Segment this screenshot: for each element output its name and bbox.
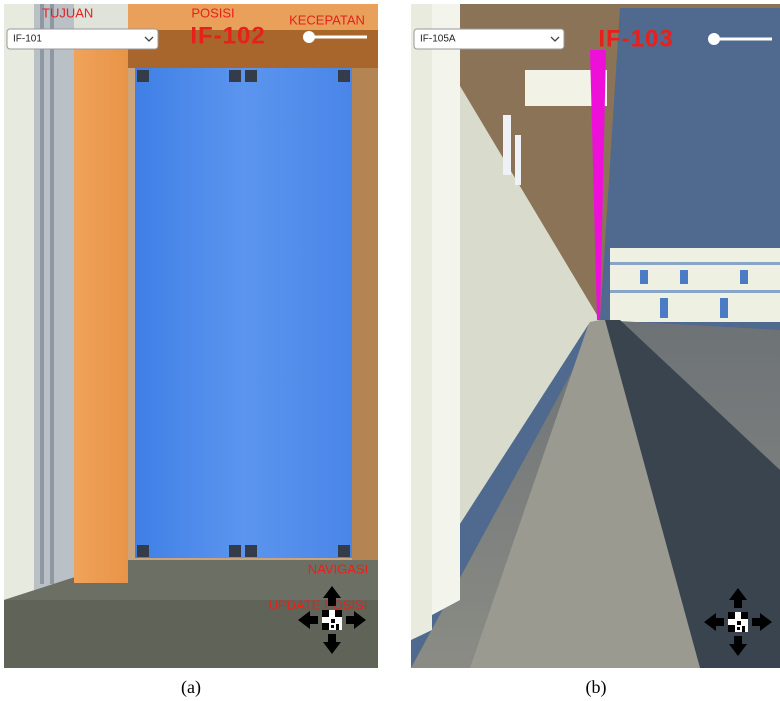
screen: IF-101 TUJUAN POSISI IF-102 KECEPATAN NA… <box>0 0 780 701</box>
dropdown-value: IF-101 <box>13 34 42 45</box>
speed-label: KECEPATAN <box>289 12 365 27</box>
update-position-button[interactable]: UPDATE POSISI <box>269 597 368 612</box>
caption: (a) <box>181 677 201 698</box>
position-label: POSISI <box>191 5 234 20</box>
position-value: IF-103 <box>598 25 673 52</box>
destination-label: TUJUAN <box>42 5 93 20</box>
door <box>135 68 352 558</box>
navigate-button[interactable]: NAVIGASI <box>308 561 368 576</box>
slider-handle[interactable] <box>303 31 315 43</box>
pillar <box>74 34 128 583</box>
panel-b: IF-105A IF-103 <box>411 4 780 668</box>
position-value: IF-102 <box>190 22 265 49</box>
slider-handle[interactable] <box>708 33 720 45</box>
dropdown-value: IF-105A <box>420 34 456 45</box>
caption: (b) <box>586 677 607 698</box>
panel-a: IF-101 TUJUAN POSISI IF-102 KECEPATAN NA… <box>4 4 378 668</box>
